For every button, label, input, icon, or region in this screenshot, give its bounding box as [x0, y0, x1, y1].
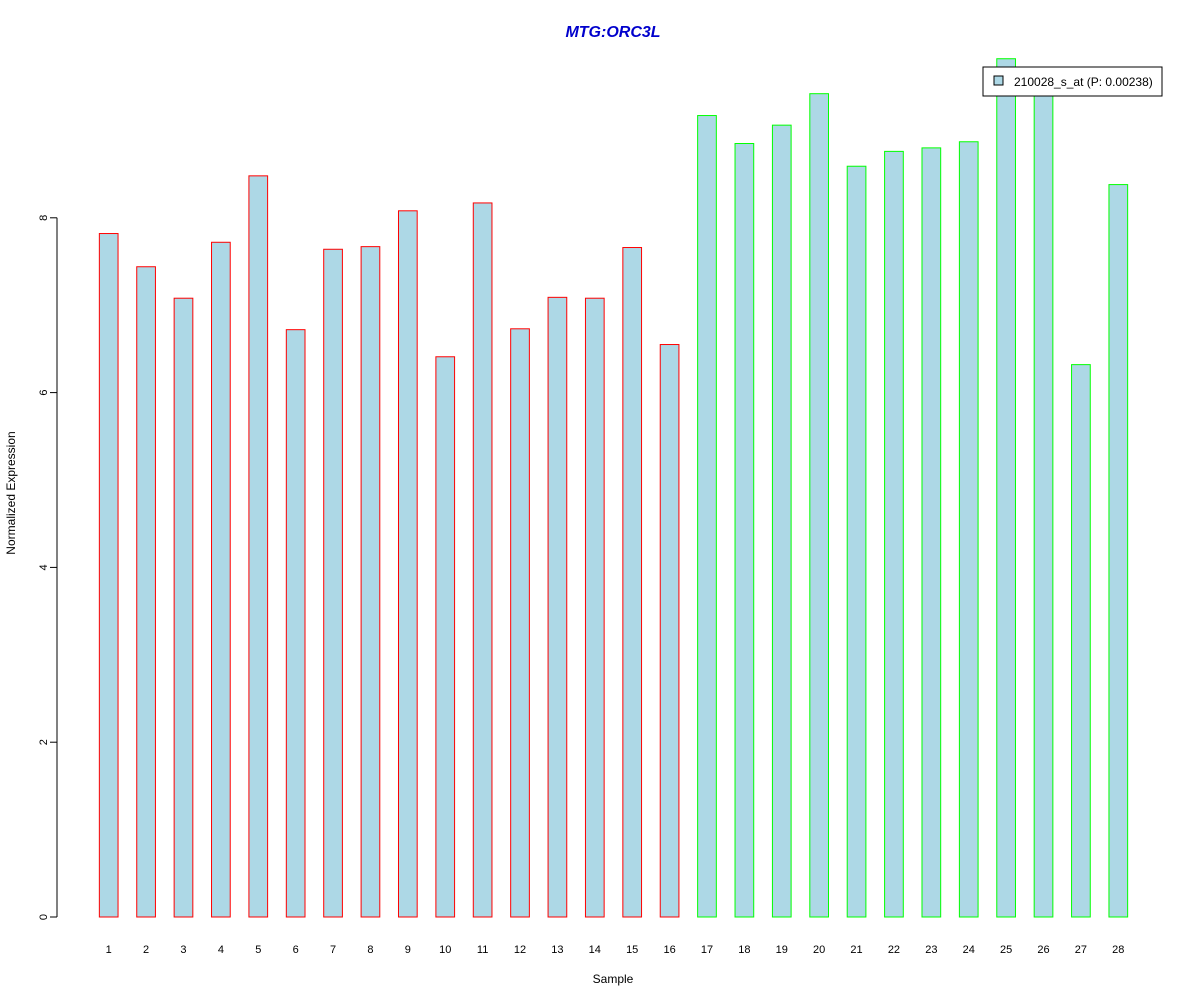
bar-sample-9 — [397, 210, 418, 918]
bar-sample-16 — [659, 344, 680, 918]
x-tick-label: 20 — [813, 944, 825, 956]
x-tick-label: 11 — [477, 944, 488, 956]
bars-group — [98, 58, 1129, 918]
chart-title: MTG:ORC3L — [565, 24, 660, 41]
x-tick-label: 4 — [218, 944, 224, 956]
x-tick-label: 5 — [255, 944, 261, 956]
x-tick-label: 10 — [439, 944, 451, 956]
x-tick-label: 1 — [106, 944, 112, 956]
bar-sample-11 — [472, 202, 493, 918]
x-tick-label: 6 — [293, 944, 299, 956]
x-axis-label: Sample — [593, 972, 634, 986]
x-tick-label: 3 — [180, 944, 186, 956]
bar-sample-14 — [584, 297, 605, 918]
legend: 210028_s_at (P: 0.00238) — [982, 66, 1163, 97]
bar-sample-4 — [211, 241, 231, 918]
bar-sample-13 — [547, 296, 568, 918]
y-tick-label: 2 — [38, 739, 50, 745]
bar-sample-3 — [173, 297, 194, 918]
x-tick-label: 2 — [143, 944, 149, 956]
bar-sample-26 — [1033, 94, 1054, 918]
y-tick-label: 4 — [38, 564, 50, 570]
bar-sample-15 — [622, 247, 643, 918]
x-tick-labels: 1 2 3 4 5 6 7 8 9 10 11 12 13 14 15 16 17 18 19 20 21 22 23 24 2… — [106, 944, 1125, 956]
x-tick-label: 15 — [626, 944, 638, 956]
legend-box — [982, 66, 1163, 97]
x-tick-label: 8 — [367, 944, 373, 956]
bar-sample-5 — [248, 175, 269, 918]
bar-sample-18 — [734, 143, 755, 918]
x-tick-label: 23 — [925, 944, 937, 956]
bar-sample-28 — [1108, 184, 1129, 918]
bar-sample-27 — [1071, 364, 1091, 918]
bar-sample-7 — [323, 248, 343, 918]
bar-sample-6 — [285, 329, 306, 918]
y-axis-label: Normalized Expression — [4, 431, 18, 554]
bar-sample-25 — [996, 58, 1016, 918]
bar-sample-22 — [884, 150, 904, 918]
x-tick-label: 19 — [776, 944, 788, 956]
bar-sample-24 — [958, 141, 979, 918]
y-axis: 0 2 4 6 8 — [38, 215, 58, 920]
bar-sample-10 — [435, 356, 456, 918]
x-tick-label: 22 — [888, 944, 900, 956]
x-tick-label: 21 — [850, 944, 862, 956]
bar-sample-20 — [809, 93, 830, 918]
x-tick-label: 9 — [405, 944, 411, 956]
x-tick-label: 16 — [663, 944, 675, 956]
x-tick-label: 13 — [551, 944, 563, 956]
y-tick-label: 6 — [38, 390, 50, 396]
x-tick-label: 7 — [330, 944, 336, 956]
legend-swatch — [993, 75, 1004, 86]
y-tick-label: 0 — [38, 914, 50, 920]
x-tick-label: 24 — [963, 944, 975, 956]
y-tick-label: 8 — [38, 215, 50, 221]
x-tick-label: 25 — [1000, 944, 1012, 956]
bar-sample-2 — [136, 266, 156, 918]
x-tick-label: 17 — [701, 944, 713, 956]
bar-sample-12 — [510, 328, 530, 918]
bar-sample-19 — [771, 124, 792, 918]
x-tick-label: 18 — [738, 944, 750, 956]
bar-sample-23 — [921, 147, 942, 918]
bar-sample-8 — [360, 246, 381, 918]
x-tick-label: 28 — [1112, 944, 1124, 956]
legend-entry-label: 210028_s_at (P: 0.00238) — [1014, 75, 1153, 89]
bar-sample-17 — [697, 115, 717, 918]
x-tick-label: 12 — [514, 944, 526, 956]
bar-sample-1 — [98, 233, 119, 918]
x-tick-label: 27 — [1075, 944, 1087, 956]
bar-sample-21 — [846, 165, 867, 918]
x-tick-label: 14 — [589, 944, 601, 956]
x-tick-label: 26 — [1037, 944, 1049, 956]
